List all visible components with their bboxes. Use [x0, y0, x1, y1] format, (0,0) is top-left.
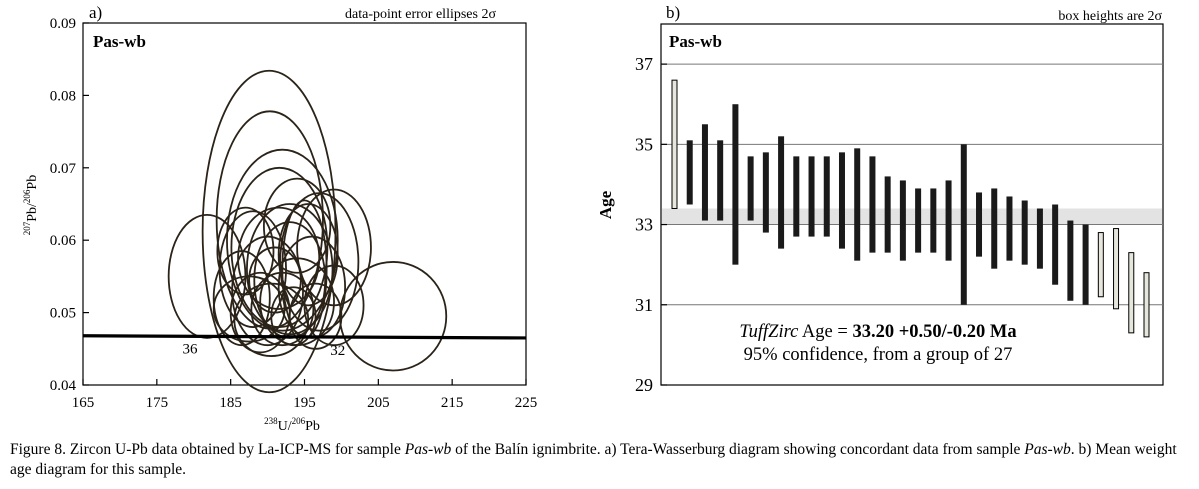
age-box-21	[976, 192, 983, 257]
result-mid: Age =	[798, 322, 852, 342]
age-box-20	[960, 144, 967, 305]
y-tick-label-a: 0.08	[50, 88, 76, 104]
panel-b: b) box heights are 2σ 29 31 33 35 37 Age Pas…	[596, 3, 1164, 395]
age-box-15	[884, 176, 891, 253]
result-prefix: TuffZirc	[739, 322, 799, 342]
y-axis-title-b: Age	[596, 190, 615, 219]
y-tick-label-a: 0.04	[50, 378, 77, 394]
age-box-27	[1067, 220, 1074, 301]
panel-b-label: b)	[666, 3, 680, 22]
age-box-7	[762, 152, 769, 233]
age-box-4	[717, 140, 724, 221]
age-box-14	[869, 156, 876, 253]
plot-frame-b	[660, 23, 1164, 386]
caption-sample-2: Pas-wb	[1024, 441, 1071, 458]
sample-label-b: Pas-wb	[669, 32, 722, 51]
caption-text-2: of the Balín ignimbrite. a) Tera-Wasserb…	[451, 441, 1025, 458]
y-axis-title-a: 207Pb/206Pb	[22, 175, 40, 235]
age-box-16	[899, 180, 906, 261]
y-tick-label-b: 33	[635, 215, 653, 235]
x-tick-label-a: 225	[515, 395, 538, 411]
age-box-rejected-32	[1143, 272, 1150, 338]
panel-a-note: data-point error ellipses 2σ	[345, 7, 496, 22]
error-ellipse-26	[246, 203, 334, 336]
y-tick-label-a: 0.06	[50, 233, 77, 249]
panel-a: a) data-point error ellipses 2σ Pas-wb 3…	[22, 3, 537, 434]
error-ellipse-3	[226, 148, 339, 332]
error-ellipse-28	[262, 177, 332, 274]
age-box-2	[686, 140, 693, 205]
caption-text-3: . b) Mean weight age diagram for this sa…	[10, 441, 1177, 478]
error-ellipse-19	[237, 206, 321, 310]
error-ellipse-27	[216, 206, 275, 296]
concordia-curve: 36 32	[82, 334, 527, 359]
concordia-label-32: 32	[330, 343, 345, 359]
x-axis-a: 165 175 185 195 205 215 225	[72, 379, 538, 411]
y-axis-b: 29 31 33 35 37	[635, 54, 667, 395]
age-box-rejected-30	[1113, 228, 1120, 310]
y-tick-label-a: 0.05	[50, 306, 76, 322]
age-boxes	[671, 79, 1150, 338]
x-tick-label-a: 205	[367, 395, 390, 411]
age-box-22	[991, 188, 998, 269]
x-tick-label-a: 215	[441, 395, 464, 411]
age-box-8	[778, 136, 785, 249]
result-line-1: TuffZirc Age = 33.20 +0.50/-0.20 Ma	[739, 322, 1016, 342]
result-value: 33.20 +0.50/-0.20 Ma	[852, 322, 1016, 342]
error-ellipse-24	[270, 286, 317, 347]
age-box-23	[1006, 196, 1013, 261]
y-tick-label-b: 37	[635, 54, 653, 74]
x-tick-label-a: 185	[219, 395, 242, 411]
age-box-9	[793, 156, 800, 237]
age-box-12	[838, 152, 845, 249]
error-ellipse-8	[279, 192, 360, 332]
age-box-rejected-31	[1128, 252, 1135, 334]
y-axis-a: 0.04 0.05 0.06 0.07 0.08 0.09	[50, 16, 89, 394]
panel-b-note: box heights are 2σ	[1058, 9, 1162, 24]
age-box-24	[1021, 200, 1028, 265]
y-tick-label-a: 0.09	[50, 16, 76, 32]
concordia-label-36: 36	[183, 341, 199, 357]
error-ellipse-25	[248, 246, 302, 314]
age-box-26	[1052, 204, 1059, 285]
age-box-6	[747, 156, 754, 221]
y-tick-label-b: 29	[635, 375, 653, 395]
error-ellipse-1	[201, 69, 337, 394]
age-box-13	[854, 148, 861, 261]
panel-a-label: a)	[89, 3, 102, 22]
caption-sample-1: Pas-wb	[404, 441, 452, 458]
concordia-line	[82, 334, 527, 340]
x-axis-title-a: 238U/206Pb	[264, 416, 320, 434]
y-tick-label-b: 35	[635, 134, 653, 154]
sample-label-a: Pas-wb	[93, 32, 146, 51]
x-tick-label-a: 165	[72, 395, 95, 411]
x-tick-label-a: 175	[146, 395, 169, 411]
age-box-28	[1082, 224, 1089, 305]
x-tick-label-a: 195	[293, 395, 316, 411]
age-box-10	[808, 156, 815, 237]
y-tick-label-b: 31	[635, 295, 653, 315]
age-box-18	[930, 188, 937, 253]
figure-caption: Figure 8. Zircon U-Pb data obtained by L…	[10, 440, 1195, 480]
error-ellipses	[167, 69, 448, 394]
age-box-25	[1036, 208, 1043, 269]
age-box-17	[915, 188, 922, 253]
caption-text-1: Figure 8. Zircon U-Pb data obtained by L…	[10, 441, 405, 458]
age-box-5	[732, 104, 739, 265]
y-tick-label-a: 0.07	[50, 161, 77, 177]
figure-8: a) data-point error ellipses 2σ Pas-wb 3…	[22, 3, 1164, 434]
age-box-11	[823, 156, 830, 237]
error-ellipse-22	[288, 282, 343, 350]
age-box-19	[945, 180, 952, 261]
error-ellipse-13	[212, 250, 271, 347]
grid-lines-b	[661, 63, 1163, 306]
result-line-2: 95% confidence, from a group of 27	[744, 345, 1013, 365]
error-ellipse-20	[277, 203, 339, 307]
age-box-rejected-1	[671, 79, 678, 210]
age-box-3	[701, 124, 708, 221]
age-box-rejected-29	[1097, 232, 1104, 298]
